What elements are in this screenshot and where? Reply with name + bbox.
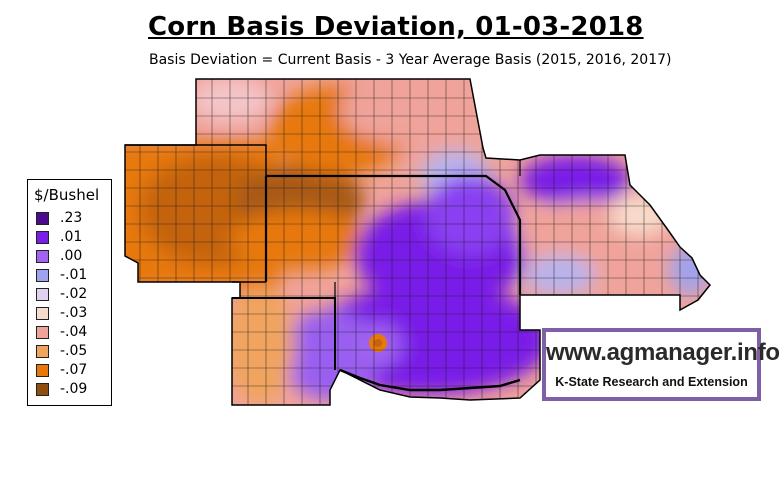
legend-swatch [36, 345, 49, 358]
legend-item: -.09 [36, 381, 111, 399]
legend-item: -.03 [36, 305, 111, 323]
legend-label: .23 [60, 210, 83, 226]
logo-url-text: www.agmanager.info [546, 339, 779, 366]
legend-swatch [36, 307, 49, 320]
legend-swatch [36, 269, 49, 282]
legend-label: -.04 [60, 324, 88, 340]
legend-item: -.07 [36, 362, 111, 380]
legend-label: .00 [60, 248, 83, 264]
legend-label: -.09 [60, 381, 88, 397]
legend-swatch [36, 212, 49, 225]
legend-item: -.01 [36, 267, 111, 285]
legend-label: -.01 [60, 267, 88, 283]
legend-label: -.03 [60, 305, 88, 321]
legend-item: .23 [36, 210, 111, 228]
logo-tagline: K-State Research and Extension [555, 375, 748, 389]
legend-swatch [36, 288, 49, 301]
legend-item: .00 [36, 248, 111, 266]
legend-swatch [36, 250, 49, 263]
legend-item: .01 [36, 229, 111, 247]
page-subtitle: Basis Deviation = Current Basis - 3 Year… [149, 52, 672, 68]
agmanager-logo[interactable]: www.agmanager.info K-State Research and … [542, 328, 779, 401]
legend-swatch [36, 326, 49, 339]
legend-label: -.02 [60, 286, 88, 302]
legend-title: $/Bushel [34, 186, 100, 204]
legend-label: -.05 [60, 343, 88, 359]
legend-item: -.04 [36, 324, 111, 342]
legend-label: -.07 [60, 362, 88, 378]
legend-label: .01 [60, 229, 83, 245]
legend-swatch [36, 364, 49, 377]
legend-box: $/Bushel .23 .01 .00 -.01 -.02 -.03 -.04… [27, 179, 112, 406]
legend-swatch [36, 231, 49, 244]
legend-item: -.02 [36, 286, 111, 304]
logo-panel: www.agmanager.info K-State Research and … [546, 332, 779, 397]
page-title: Corn Basis Deviation, 01-03-2018 [148, 12, 644, 42]
legend-swatch [36, 383, 49, 396]
state-boundaries [124, 78, 712, 406]
legend-item: -.05 [36, 343, 111, 361]
